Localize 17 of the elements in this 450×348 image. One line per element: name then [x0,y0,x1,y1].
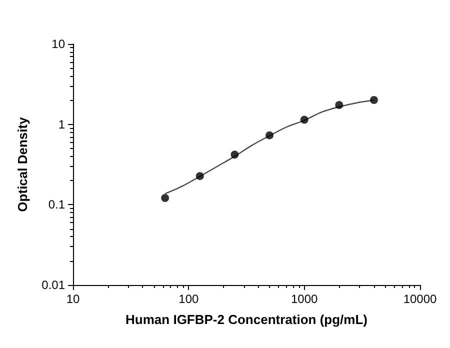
x-tick-label: 10 [66,292,80,306]
point [370,96,378,104]
x-tick-label: 10000 [403,292,438,306]
point [230,150,239,159]
x-tick-label: 1000 [290,292,318,306]
point [161,194,170,202]
y-tick-label: 10 [52,37,66,51]
x-tick-label: 100 [178,292,199,306]
point [335,101,344,110]
point [300,116,308,124]
y-axis-title: Optical Density [15,116,30,212]
point [196,172,204,180]
y-tick-label: 0.01 [42,278,66,292]
x-axis-title: Human IGFBP-2 Concentration (pg/mL) [126,312,368,327]
y-tick-label: 0.1 [48,198,66,212]
point [266,131,274,140]
y-tick-label: 1 [58,117,66,132]
